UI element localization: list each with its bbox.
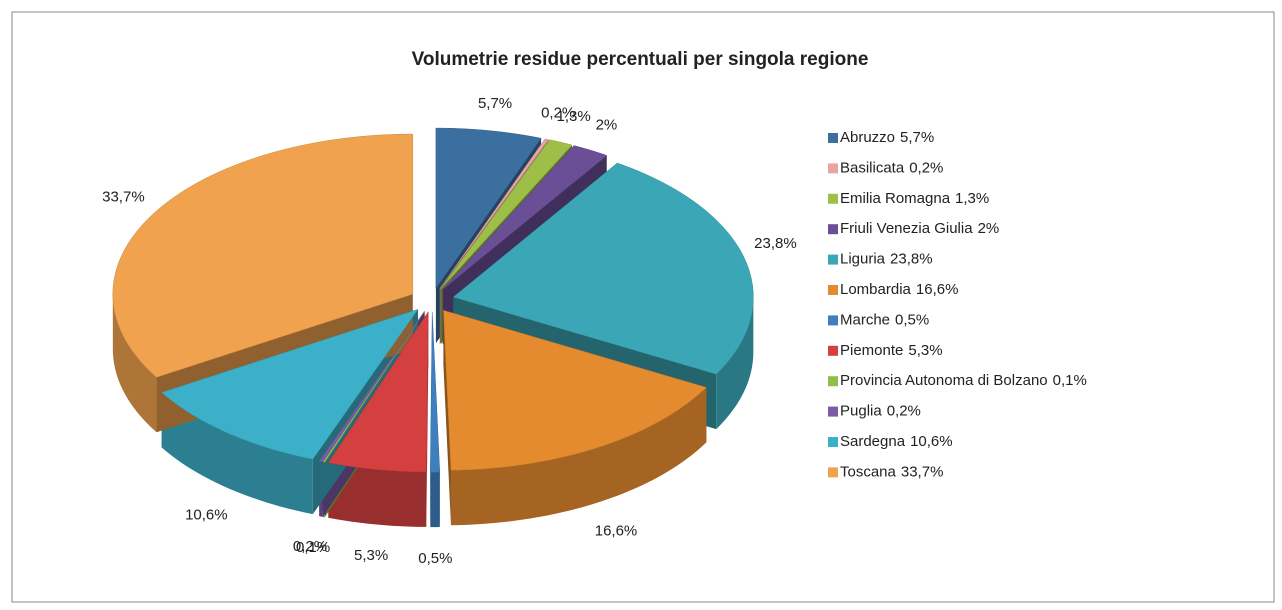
legend-name: Lombardia [840, 281, 912, 298]
legend-value: 1,3% [955, 190, 989, 207]
slice [327, 311, 429, 473]
data-label: 0,5% [418, 550, 452, 567]
legend-value: 0,2% [887, 403, 921, 420]
legend-value: 0,5% [895, 311, 929, 328]
data-label: 16,6% [595, 522, 638, 539]
slice-wall [328, 462, 427, 527]
legend-label: Sardegna 10,6% [840, 433, 953, 450]
legend-label: Abruzzo 5,7% [840, 129, 934, 146]
legend-value: 0,1% [1053, 372, 1087, 389]
legend-value: 23,8% [890, 251, 933, 268]
slice [452, 162, 754, 375]
legend-swatch [828, 467, 838, 478]
data-label: 23,8% [754, 235, 797, 252]
legend-label: Piemonte 5,3% [840, 342, 943, 359]
legend-name: Provincia Autonoma di Bolzano [840, 372, 1048, 389]
legend-name: Basilicata [840, 159, 905, 176]
slice [430, 312, 441, 473]
legend-swatch [828, 224, 838, 235]
legend-value: 0,2% [909, 159, 943, 176]
slice-wall [161, 392, 313, 515]
legend-name: Abruzzo [840, 129, 895, 146]
legend-swatch [828, 133, 838, 143]
legend-name: Puglia [840, 403, 882, 420]
slice-wall [716, 297, 754, 430]
legend-value: 33,7% [901, 463, 944, 480]
data-label: 5,7% [478, 95, 512, 112]
legend-name: Friuli Venezia Giulia [840, 220, 973, 237]
slice-wall [430, 472, 440, 528]
legend-swatch [828, 285, 838, 295]
legend-name: Liguria [840, 251, 886, 268]
slice [439, 138, 549, 289]
data-label: 0,1% [296, 539, 330, 556]
legend-label: Friuli Venezia Giulia 2% [840, 220, 999, 237]
legend-swatch [828, 437, 838, 447]
slice-wall [112, 294, 157, 433]
legend-label: Toscana 33,7% [840, 463, 943, 480]
slice-side [443, 310, 451, 526]
legend-value: 5,7% [900, 129, 934, 146]
data-label: 0,2% [541, 105, 575, 122]
legend-name: Piemonte [840, 342, 903, 359]
slice [112, 133, 414, 378]
legend-label: Puglia 0,2% [840, 403, 921, 420]
legend-label: Liguria 23,8% [840, 251, 933, 268]
legend-swatch [828, 406, 838, 417]
legend-label: Lombardia 16,6% [840, 281, 958, 298]
legend-swatch [828, 315, 838, 326]
pie-tops [112, 127, 754, 473]
legend-value: 10,6% [910, 433, 953, 450]
chart-title: Volumetrie residue percentuali per singo… [412, 49, 869, 70]
slice [161, 308, 419, 460]
legend-value: 5,3% [908, 342, 942, 359]
data-label: 10,6% [185, 506, 228, 523]
legend-name: Toscana [840, 463, 897, 480]
legend-swatch [828, 345, 838, 356]
legend-value: 2% [978, 220, 1000, 237]
legend-swatch [828, 376, 838, 387]
slice [318, 311, 425, 463]
legend-swatch [828, 193, 838, 204]
data-label: 1,3% [557, 108, 591, 125]
legend-label: Marche 0,5% [840, 311, 929, 328]
legend-name: Emilia Romagna [840, 190, 951, 207]
slice [443, 309, 707, 471]
legend-name: Sardegna [840, 433, 906, 450]
data-label: 33,7% [102, 188, 145, 205]
data-label: 2% [596, 117, 618, 134]
data-label: 0,2% [293, 538, 327, 555]
legend-label: Provincia Autonoma di Bolzano 0,1% [840, 372, 1087, 389]
slice [442, 145, 608, 290]
slice [435, 127, 542, 289]
legend-swatch [828, 254, 838, 265]
slice-wall [450, 387, 707, 526]
legend-swatch [828, 163, 838, 174]
legend-label: Basilicata 0,2% [840, 159, 943, 176]
legend-value: 16,6% [916, 281, 959, 298]
data-label: 5,3% [354, 547, 388, 564]
legend-name: Marche [840, 311, 890, 328]
legend-label: Emilia Romagna 1,3% [840, 190, 989, 207]
slice [440, 139, 573, 290]
